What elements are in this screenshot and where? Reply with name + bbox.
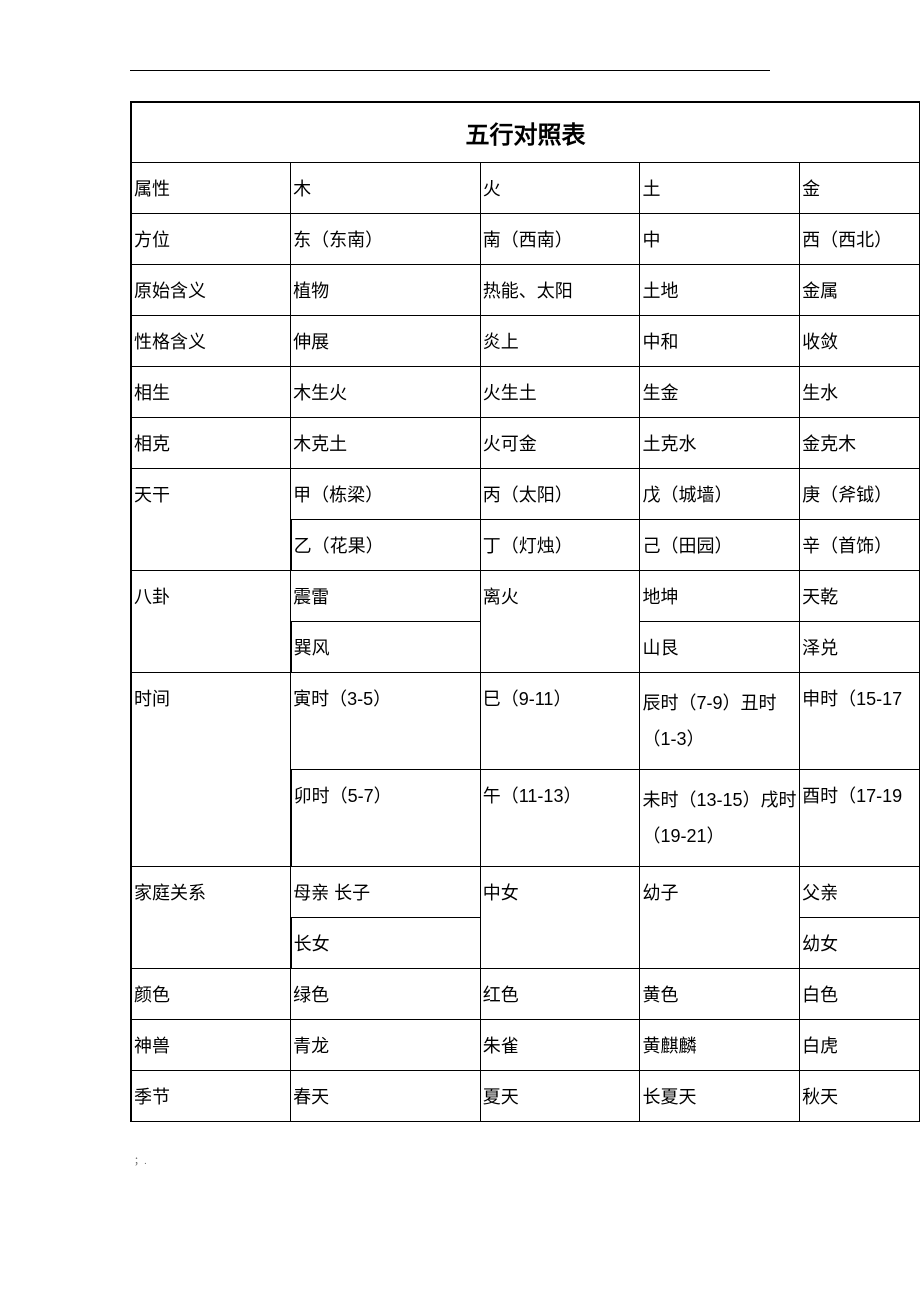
table-cell: 夏天 (480, 1071, 640, 1122)
table-cell: 红色 (480, 969, 640, 1020)
table-cell: 八卦 (131, 571, 291, 673)
table-row: 相生木生火火生土生金生水 (131, 367, 920, 418)
table-row: 家庭关系母亲 长子中女幼子父亲 (131, 867, 920, 918)
table-cell: 己（田园） (640, 520, 800, 571)
table-cell: 火生土 (480, 367, 640, 418)
table-title: 五行对照表 (131, 102, 920, 163)
table-cell: 金 (800, 163, 920, 214)
table-cell: 震雷 (291, 571, 481, 622)
table-cell: 泽兑 (800, 622, 920, 673)
table-cell: 幼女 (800, 918, 920, 969)
table-cell: 离火 (480, 571, 640, 673)
table-cell: 火 (480, 163, 640, 214)
table-cell: 生金 (640, 367, 800, 418)
table-cell: 植物 (291, 265, 481, 316)
table-cell: 收敛 (800, 316, 920, 367)
table-cell: 天干 (131, 469, 291, 571)
table-cell: 庚（斧钺） (800, 469, 920, 520)
table-row: 八卦震雷离火地坤天乾 (131, 571, 920, 622)
table-cell: 天乾 (800, 571, 920, 622)
table-cell: 黄色 (640, 969, 800, 1020)
table-row: 性格含义伸展炎上中和收敛 (131, 316, 920, 367)
table-cell: 原始含义 (131, 265, 291, 316)
table-cell: 神兽 (131, 1020, 291, 1071)
table-cell: 青龙 (291, 1020, 481, 1071)
table-cell: 长夏天 (640, 1071, 800, 1122)
table-cell: 乙（花果） (291, 520, 481, 571)
table-cell: 中和 (640, 316, 800, 367)
table-cell: 黄麒麟 (640, 1020, 800, 1071)
table-cell: 土 (640, 163, 800, 214)
table-cell: 相克 (131, 418, 291, 469)
table-cell: 山艮 (640, 622, 800, 673)
table-cell: 卯时（5-7） (291, 770, 481, 867)
table-cell: 南（西南） (480, 214, 640, 265)
table-cell: 地坤 (640, 571, 800, 622)
table-row: 相克木克土火可金土克水金克木 (131, 418, 920, 469)
table-cell: 寅时（3-5） (291, 673, 481, 770)
table-cell: 家庭关系 (131, 867, 291, 969)
table-cell: 西（西北） (800, 214, 920, 265)
table-cell: 东（东南） (291, 214, 481, 265)
table-cell: 热能、太阳 (480, 265, 640, 316)
table-cell: 未时（13-15）戌时（19-21） (640, 770, 800, 867)
table-cell: 朱雀 (480, 1020, 640, 1071)
table-cell: 申时（15-17 (800, 673, 920, 770)
table-cell: 巽风 (291, 622, 481, 673)
table-cell: 甲（栋梁） (291, 469, 481, 520)
table-cell: 金克木 (800, 418, 920, 469)
table-body: 属性木火土金方位东（东南）南（西南）中西（西北）原始含义植物热能、太阳土地金属性… (131, 163, 920, 1122)
table-cell: 木克土 (291, 418, 481, 469)
table-cell: 土克水 (640, 418, 800, 469)
table-cell: 幼子 (640, 867, 800, 969)
table-cell: 时间 (131, 673, 291, 867)
table-cell: 戊（城墙） (640, 469, 800, 520)
table-cell: 相生 (131, 367, 291, 418)
table-cell: 生水 (800, 367, 920, 418)
table-cell: 父亲 (800, 867, 920, 918)
table-cell: 土地 (640, 265, 800, 316)
table-row: 属性木火土金 (131, 163, 920, 214)
table-row: 天干甲（栋梁）丙（太阳）戊（城墙）庚（斧钺） (131, 469, 920, 520)
table-cell: 丁（灯烛） (480, 520, 640, 571)
table-cell: 季节 (131, 1071, 291, 1122)
table-cell: 辰时（7-9）丑时（1-3） (640, 673, 800, 770)
table-row: 时间寅时（3-5）巳（9-11）辰时（7-9）丑时（1-3）申时（15-17 (131, 673, 920, 770)
table-cell: 性格含义 (131, 316, 291, 367)
table-cell: 丙（太阳） (480, 469, 640, 520)
table-cell: 木生火 (291, 367, 481, 418)
table-cell: 白虎 (800, 1020, 920, 1071)
table-row: 颜色绿色红色黄色白色 (131, 969, 920, 1020)
table-cell: 中女 (480, 867, 640, 969)
table-cell: 火可金 (480, 418, 640, 469)
table-cell: 春天 (291, 1071, 481, 1122)
table-cell: 属性 (131, 163, 291, 214)
header-rule (130, 70, 770, 71)
table-row: 神兽青龙朱雀黄麒麟白虎 (131, 1020, 920, 1071)
table-cell: 母亲 长子 (291, 867, 481, 918)
table-cell: 酉时（17-19 (800, 770, 920, 867)
table-cell: 绿色 (291, 969, 481, 1020)
table-cell: 方位 (131, 214, 291, 265)
table-cell: 炎上 (480, 316, 640, 367)
table-cell: 金属 (800, 265, 920, 316)
table-cell: 伸展 (291, 316, 481, 367)
table-cell: 木 (291, 163, 481, 214)
table-cell: 午（11-13） (480, 770, 640, 867)
table-cell: 辛（首饰） (800, 520, 920, 571)
table-cell: 颜色 (131, 969, 291, 1020)
table-cell: 秋天 (800, 1071, 920, 1122)
table-row: 方位东（东南）南（西南）中西（西北） (131, 214, 920, 265)
footer-mark: ；. (130, 1152, 920, 1167)
table-cell: 长女 (291, 918, 481, 969)
table-cell: 中 (640, 214, 800, 265)
table-cell: 白色 (800, 969, 920, 1020)
table-cell: 巳（9-11） (480, 673, 640, 770)
wuxing-table: 五行对照表 属性木火土金方位东（东南）南（西南）中西（西北）原始含义植物热能、太… (130, 101, 920, 1122)
table-row: 季节春天夏天长夏天秋天 (131, 1071, 920, 1122)
table-row: 原始含义植物热能、太阳土地金属 (131, 265, 920, 316)
